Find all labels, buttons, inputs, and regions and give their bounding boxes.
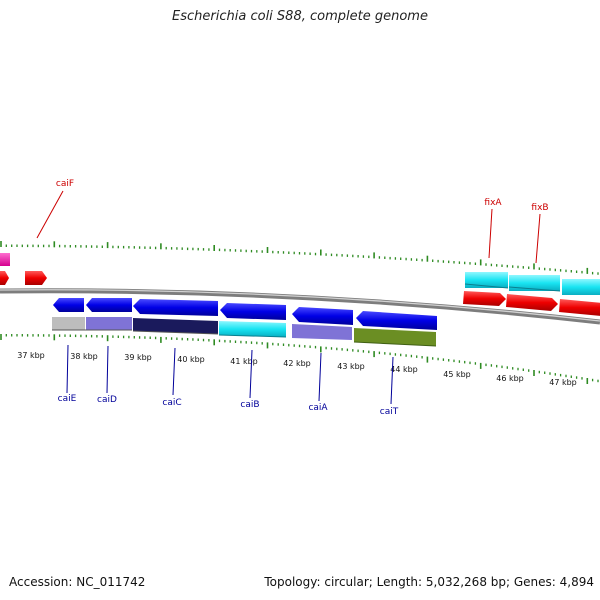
caiA-purple-block — [292, 324, 352, 340]
red-cds-arrow — [0, 271, 9, 285]
gene-label-caiD: caiD — [97, 395, 117, 405]
scale-label: 37 kbp — [17, 351, 45, 360]
fixB-cds-arrow — [506, 294, 558, 311]
scale-label: 43 kbp — [337, 362, 365, 371]
genome-backbone — [0, 288, 600, 325]
inner-scale-ticks — [0, 334, 599, 384]
caiB-cds-arrow — [220, 303, 286, 320]
gene-label-caiE: caiE — [58, 394, 77, 404]
fixA-cyan-block — [465, 272, 508, 288]
caiE-cds-arrow — [53, 298, 84, 312]
scale-label: 42 kbp — [283, 359, 311, 368]
caiD-cds-arrow — [86, 298, 132, 312]
map-title: Escherichia coli S88, complete genome — [172, 9, 428, 24]
fixA-cds-arrow — [463, 291, 506, 306]
gene-label-caiT: caiT — [380, 407, 399, 417]
red-cds-arrow — [559, 299, 600, 316]
scale-label: 46 kbp — [496, 374, 524, 383]
caiC-cds-arrow — [133, 299, 218, 316]
reverse-gene-labels: caiE caiD caiC caiB caiA caiT — [58, 344, 399, 417]
genome-backbone-highlight — [0, 289, 600, 322]
caiC-navy-block — [133, 318, 218, 334]
cyan-block — [562, 279, 600, 295]
caiT-olive-block — [354, 328, 436, 346]
gene-label-caiC: caiC — [162, 398, 181, 408]
scale-label: 38 kbp — [70, 352, 98, 361]
pink-feature-block — [0, 253, 10, 266]
red-cds-arrow — [25, 271, 47, 285]
scale-label: 41 kbp — [230, 357, 258, 366]
fixB-cyan-block — [509, 275, 560, 291]
caiT-cds-arrow — [356, 311, 437, 330]
forward-strand-features — [0, 253, 600, 316]
caiE-gray-block — [52, 317, 85, 330]
forward-gene-labels: caiF fixA fixB — [36, 179, 549, 264]
scale-label: 45 kbp — [443, 370, 471, 379]
scale-label: 47 kbp — [549, 378, 577, 387]
gene-label-caiB: caiB — [240, 400, 259, 410]
caiB-cyan-block — [219, 321, 286, 337]
caiD-purple-block — [86, 317, 132, 330]
outer-scale-ticks — [0, 241, 599, 275]
scale-label: 44 kbp — [390, 365, 418, 374]
accession-text: Accession: NC_011742 — [9, 575, 146, 589]
scale-label: 40 kbp — [177, 355, 205, 364]
scale-labels: 37 kbp 38 kbp 39 kbp 40 kbp 41 kbp 42 kb… — [17, 351, 577, 387]
scale-label: 39 kbp — [124, 353, 152, 362]
gene-label-fixA: fixA — [484, 198, 502, 208]
caiA-cds-arrow — [292, 307, 353, 325]
gene-label-caiF: caiF — [56, 179, 74, 189]
gene-label-caiA: caiA — [308, 403, 328, 413]
gene-label-fixB: fixB — [531, 203, 548, 213]
reverse-strand-features — [52, 298, 437, 347]
genome-summary-text: Topology: circular; Length: 5,032,268 bp… — [264, 575, 594, 589]
